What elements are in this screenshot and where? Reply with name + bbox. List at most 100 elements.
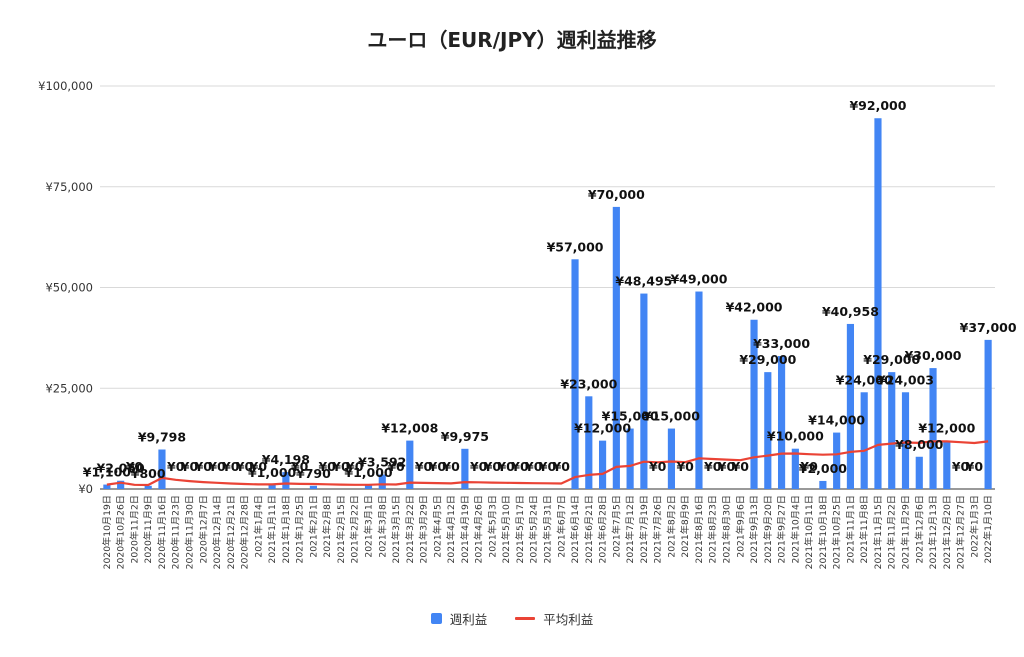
x-tick-label: 2021年7月26日 (652, 495, 664, 563)
bar (943, 440, 951, 489)
x-tick-label: 2021年8月23日 (707, 495, 719, 563)
bar (846, 323, 855, 489)
data-label: ¥0 (952, 459, 970, 474)
legend-item-weekly[interactable]: 週利益 (430, 609, 487, 628)
data-label: ¥0 (318, 459, 336, 474)
x-tick-label: 2022年1月3日 (968, 495, 980, 558)
x-tick-label: 2021年6月21日 (583, 495, 595, 563)
x-tick-label: 2021年11月1日 (844, 495, 856, 563)
data-label: ¥0 (387, 459, 405, 474)
x-tick-label: 2020年12月28日 (239, 495, 251, 569)
x-tick-label: 2021年4月26日 (473, 495, 485, 563)
data-label: ¥92,000 (849, 98, 906, 113)
data-label: ¥0 (250, 459, 268, 474)
x-tick-label: 2021年12月6日 (913, 495, 925, 563)
data-label: ¥12,000 (918, 421, 975, 436)
x-tick-label: 2020年11月23日 (170, 495, 182, 569)
x-tick-label: 2020年11月2日 (128, 495, 140, 563)
y-tick-label: ¥75,000 (45, 180, 93, 194)
x-tick-label: 2021年6月14日 (569, 495, 581, 563)
bar (626, 428, 634, 489)
data-label: ¥0 (208, 459, 226, 474)
data-label: ¥1,000 (344, 465, 393, 480)
data-label: ¥0 (429, 459, 447, 474)
bar (158, 449, 166, 489)
x-tick-label: 2021年4月5日 (431, 495, 443, 558)
bar (833, 432, 841, 489)
y-tick-label: ¥25,000 (45, 381, 93, 395)
data-label: ¥4,198 (262, 452, 310, 467)
data-label: ¥0 (718, 459, 736, 474)
x-tick-label: 2021年3月8日 (376, 495, 388, 558)
bar (640, 293, 648, 489)
data-label: ¥0 (236, 459, 254, 474)
legend-item-average[interactable]: 平均利益 (515, 609, 593, 628)
y-axis-ticks: ¥0 ¥25,000 ¥50,000 ¥75,000 ¥100,000 (38, 79, 93, 496)
x-tick-label: 2021年2月22日 (349, 495, 361, 563)
data-label: ¥57,000 (547, 239, 604, 254)
average-line (106, 440, 989, 487)
bar (598, 440, 607, 489)
bar (819, 480, 827, 489)
data-label: ¥1,000 (248, 465, 297, 480)
data-label: ¥0 (704, 459, 722, 474)
data-label: ¥0 (511, 459, 529, 474)
bar (309, 485, 318, 489)
bar (929, 368, 937, 489)
bar (103, 484, 111, 489)
data-label: ¥40,958 (822, 304, 879, 319)
x-tick-label: 2021年8月9日 (679, 495, 691, 558)
bar (667, 428, 676, 489)
x-tick-label: 2020年11月9日 (142, 495, 154, 563)
bar (364, 484, 373, 489)
bar (282, 472, 290, 489)
chart-title: ユーロ（EUR/JPY）週利益推移 (367, 28, 657, 52)
x-tick-label: 2020年12月14日 (211, 495, 223, 569)
data-label: ¥0 (649, 459, 667, 474)
x-tick-label: 2021年8月2日 (665, 495, 677, 558)
x-tick-label: 2021年3月29日 (418, 495, 430, 563)
data-label: ¥70,000 (588, 187, 645, 202)
x-tick-label: 2021年1月11日 (266, 495, 278, 563)
x-tick-label: 2021年5月17日 (514, 495, 526, 563)
gridlines (100, 85, 995, 490)
x-tick-label: 2021年11月22日 (886, 495, 898, 569)
x-tick-label: 2021年11月15日 (872, 495, 884, 569)
x-tick-label: 2020年12月21日 (225, 495, 237, 569)
bar (117, 480, 125, 489)
data-label: ¥800 (131, 466, 166, 481)
x-tick-label: 2021年3月22日 (404, 495, 416, 563)
data-label: ¥24,000 (836, 372, 893, 387)
data-label: ¥0 (553, 459, 571, 474)
x-tick-label: 2021年2月8日 (321, 495, 333, 558)
x-tick-label: 2021年12月27日 (955, 495, 967, 569)
x-tick-label: 2021年5月31日 (542, 495, 554, 563)
bar (585, 396, 593, 489)
data-label: ¥0 (539, 459, 557, 474)
y-tick-label: ¥100,000 (38, 79, 93, 93)
x-axis-ticks: 2020年10月19日 2020年10月26日 2020年11月2日 2020年11月… (101, 495, 994, 569)
data-label: ¥0 (415, 459, 433, 474)
bar (874, 118, 882, 490)
bar (571, 259, 579, 489)
x-tick-label: 2021年4月19日 (459, 495, 471, 563)
bar (915, 456, 923, 489)
x-tick-label: 2020年11月30日 (184, 495, 196, 569)
data-label: ¥33,000 (753, 336, 810, 351)
data-label: ¥14,000 (808, 413, 865, 428)
bar (144, 485, 152, 489)
data-label: ¥37,000 (960, 320, 1017, 335)
data-label: ¥23,000 (560, 376, 617, 391)
data-label: ¥30,000 (905, 348, 962, 363)
y-tick-label: ¥50,000 (45, 281, 93, 295)
legend-label-average: 平均利益 (543, 612, 594, 627)
x-tick-label: 2021年3月15日 (390, 495, 402, 563)
x-tick-label: 2021年10月18日 (817, 495, 829, 569)
bar (612, 206, 620, 489)
bar (764, 372, 772, 489)
data-label: ¥0 (222, 459, 240, 474)
x-tick-label: 2020年10月19日 (101, 495, 113, 569)
data-label: ¥1,100 (83, 465, 132, 480)
data-label: ¥15,000 (643, 409, 700, 424)
